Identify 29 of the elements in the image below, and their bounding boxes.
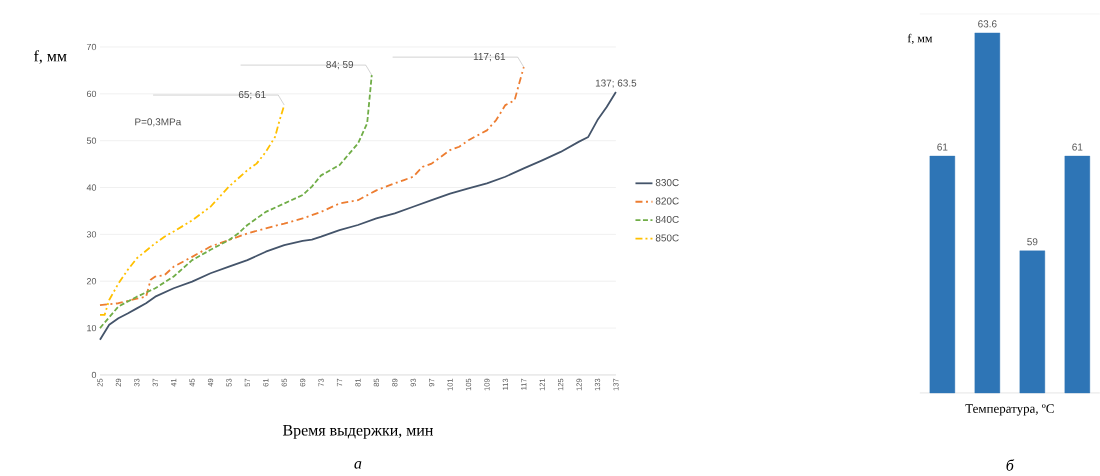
y-tick-label: 0 xyxy=(91,371,97,379)
legend-label: 820C xyxy=(655,197,679,205)
y-tick-label: 30 xyxy=(86,231,97,238)
legend-label: 840C xyxy=(655,215,679,224)
x-axis-title: Время выдержки, мин xyxy=(282,425,433,439)
text: б xyxy=(1006,459,1015,471)
line-series xyxy=(99,104,286,316)
annotation: 84; 59 xyxy=(326,61,354,70)
y-tick-label: 20 xyxy=(86,278,97,285)
y-tick-label: 40 xyxy=(86,184,97,191)
data-label: 61 xyxy=(937,143,948,151)
y-axis-title: f, мм xyxy=(34,50,67,64)
data-label: 59 xyxy=(1027,238,1038,246)
annotation: 137; 63.5 xyxy=(595,79,637,88)
y-tick-label: 60 xyxy=(86,90,97,98)
legend-label: 830C xyxy=(655,179,679,187)
text: а xyxy=(354,461,362,469)
y-axis-title: f, мм xyxy=(907,33,933,45)
y-tick-label: 10 xyxy=(87,324,97,332)
y-tick-label: 70 xyxy=(86,43,97,51)
data-label: 63.6 xyxy=(978,20,997,28)
data-label: 61 xyxy=(1072,143,1083,151)
x-axis-title: Температура, ºC xyxy=(965,404,1054,416)
annotation: 65; 61 xyxy=(238,91,266,100)
legend-label: 850C xyxy=(655,234,679,242)
y-tick-label: 50 xyxy=(86,137,97,144)
annotation: 117; 61 xyxy=(473,53,506,62)
line-series xyxy=(99,91,617,341)
annotation: P=0,3MPa xyxy=(135,118,182,127)
